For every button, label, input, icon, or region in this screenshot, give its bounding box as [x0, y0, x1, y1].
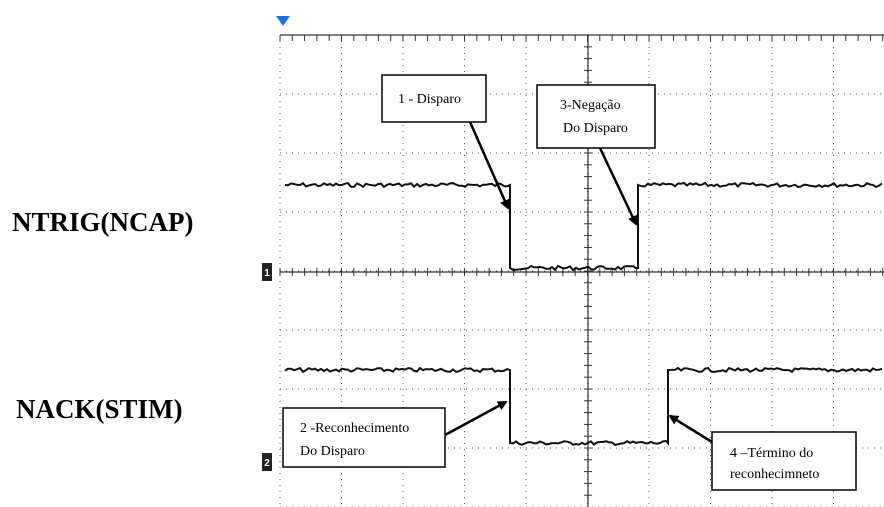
annotation-text: Do Disparo [300, 444, 365, 459]
trigger-marker [276, 16, 290, 26]
channel-number: 1 [264, 268, 270, 279]
annotation-box [537, 85, 655, 148]
signal-label: NTRIG(NCAP) [12, 207, 194, 237]
annotation-text: 2 -Reconhecimento [300, 421, 409, 436]
ntrig-waveform [285, 183, 882, 270]
oscilloscope-figure: NTRIG(NCAP) NACK(STIM) 1 2 1 - Disparo 3… [0, 0, 884, 507]
annotation-text: 3-Negação [560, 98, 621, 113]
arrow [445, 402, 506, 435]
arrow [600, 148, 636, 224]
arrow [670, 416, 712, 442]
arrow [470, 122, 508, 208]
channel-number: 2 [264, 458, 270, 469]
signal-label: NACK(STIM) [16, 394, 183, 424]
annotation-text: 4 –Término do [730, 446, 813, 461]
annotation-text: Do Disparo [563, 121, 628, 136]
annotation-text: 1 - Disparo [398, 92, 461, 107]
annotation-text: reconhecimneto [730, 467, 819, 482]
